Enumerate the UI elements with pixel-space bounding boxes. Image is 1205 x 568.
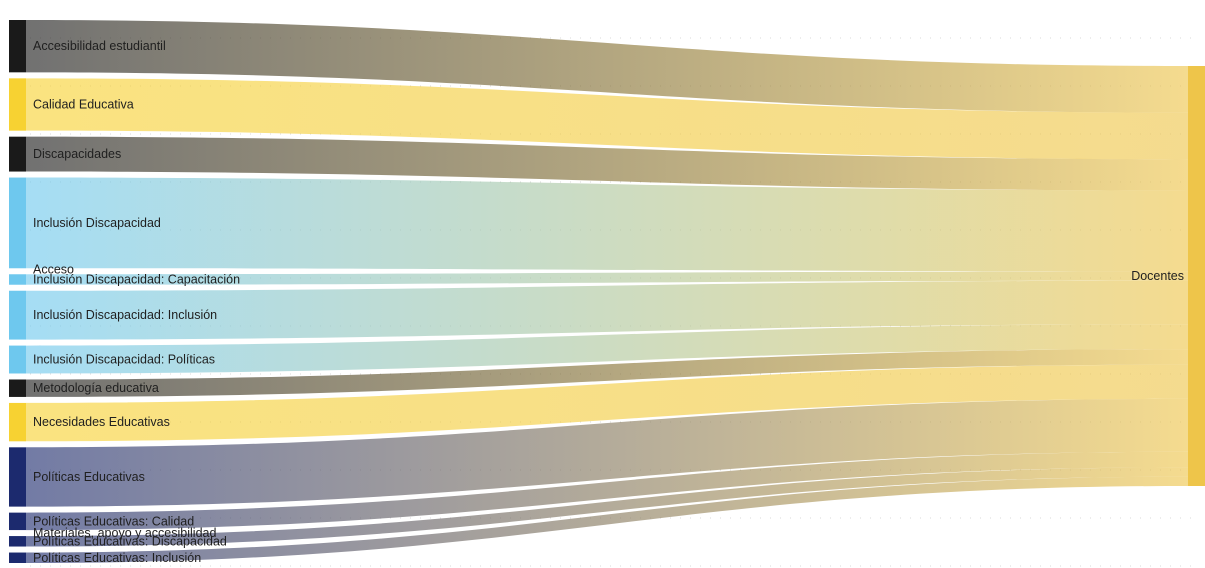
sankey-nodes: [9, 20, 1205, 563]
source-node: [9, 402, 26, 442]
source-node: [9, 552, 26, 563]
link-2: [26, 136, 1188, 191]
source-node: [9, 290, 26, 340]
link-11: [26, 467, 1188, 547]
source-node: [9, 379, 26, 397]
source-node-label: Discapacidades: [33, 147, 121, 161]
link-9: [26, 398, 1188, 507]
prefix-label: Acceso: [33, 262, 74, 276]
source-node-label: Calidad Educativa: [33, 98, 134, 112]
source-node: [9, 20, 26, 73]
target-node: [1188, 66, 1205, 486]
source-node-label: Inclusión Discapacidad: Capacitación: [33, 273, 240, 287]
source-node-label: Metodología educativa: [33, 381, 159, 395]
source-node-label: Políticas Educativas: [33, 470, 145, 484]
sankey-links: [26, 20, 1188, 563]
source-node: [9, 136, 26, 172]
link-7: [26, 349, 1188, 397]
link-5: [26, 280, 1188, 340]
source-node-label: Políticas Educativas: Inclusión: [33, 551, 201, 565]
source-node: [9, 512, 26, 531]
target-node-label: Docentes: [1131, 269, 1184, 283]
source-node: [9, 536, 26, 547]
link-1: [26, 78, 1188, 160]
link-10: [26, 451, 1188, 531]
source-node: [9, 345, 26, 374]
source-node-label: Accesibilidad estudiantil: [33, 39, 166, 53]
link-4: [26, 271, 1188, 285]
source-node: [9, 177, 26, 269]
link-3: [26, 177, 1188, 272]
link-0: [26, 20, 1188, 113]
source-node-label: Políticas Educativas: Calidad: [33, 514, 194, 528]
link-12: [26, 476, 1188, 563]
source-node: [9, 274, 26, 285]
source-node: [9, 78, 26, 131]
source-node-label: Necesidades Educativas: [33, 415, 170, 429]
link-8: [26, 364, 1188, 442]
link-6: [26, 324, 1188, 374]
source-node-label: Inclusión Discapacidad: Políticas: [33, 353, 215, 367]
source-node-label: Inclusión Discapacidad: Inclusión: [33, 308, 217, 322]
suffix-label: Materiales, apoyo y accesibilidad: [33, 526, 216, 540]
source-node-label: Inclusión Discapacidad: [33, 216, 161, 230]
source-node: [9, 447, 26, 507]
source-node-label: Políticas Educativas: Discapacidad: [33, 534, 227, 548]
sankey-labels: Accesibilidad estudiantil Calidad Educati…: [33, 39, 1184, 565]
